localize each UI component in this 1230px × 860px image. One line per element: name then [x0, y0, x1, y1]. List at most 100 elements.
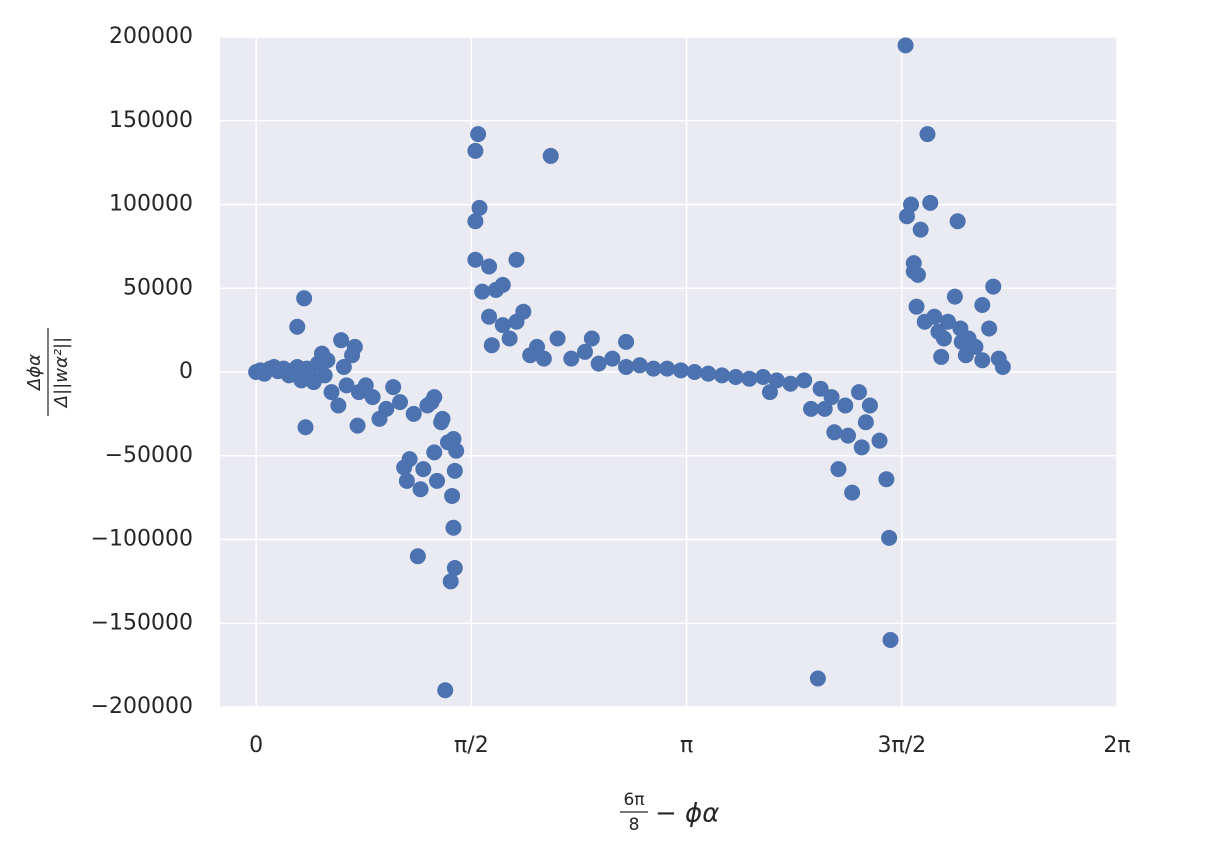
y-label-numerator: Δϕα [24, 354, 45, 392]
point [415, 461, 432, 478]
y-tick-label: 200000 [109, 24, 193, 49]
point [426, 389, 443, 406]
point [871, 432, 888, 449]
point [953, 333, 970, 350]
point [335, 358, 352, 375]
y-axis-label: Δϕα Δ||wα²|| [24, 328, 72, 416]
point [445, 431, 462, 447]
y-label-denominator: Δ||wα²|| [51, 337, 72, 409]
point [985, 278, 1002, 295]
point [974, 352, 991, 369]
point [840, 427, 857, 444]
y-tick-label: 0 [179, 359, 193, 384]
point [812, 380, 829, 397]
point [333, 332, 350, 349]
point [289, 318, 306, 335]
point [967, 338, 984, 355]
point [515, 303, 532, 320]
y-tick-label: −100000 [91, 527, 193, 552]
point [919, 126, 936, 143]
x-label-rest: − ϕα [655, 799, 719, 829]
point [346, 338, 363, 355]
y-tick-label: 100000 [109, 192, 193, 217]
point [994, 358, 1011, 375]
point [844, 484, 861, 501]
point [576, 343, 593, 360]
point [659, 360, 676, 377]
point [618, 358, 635, 375]
point [357, 377, 374, 394]
point [483, 337, 500, 354]
point [878, 471, 895, 488]
point [882, 632, 899, 648]
point [481, 308, 498, 325]
point [392, 394, 409, 411]
y-tick-label: −200000 [91, 694, 193, 719]
point [378, 400, 395, 417]
point [446, 462, 463, 479]
point [364, 389, 381, 406]
y-tick-label: −150000 [91, 610, 193, 635]
x-tick-label: 0 [249, 733, 263, 758]
point [296, 290, 313, 307]
point [481, 258, 498, 275]
point [442, 573, 459, 590]
point [816, 400, 833, 417]
point [830, 461, 847, 478]
point [426, 444, 443, 461]
point [471, 199, 488, 216]
point [796, 372, 813, 389]
point [501, 330, 518, 347]
point [618, 333, 635, 350]
point [297, 419, 314, 436]
x-tick-label: 3π/2 [877, 733, 926, 758]
point [434, 410, 451, 427]
point [467, 142, 484, 159]
point [631, 357, 648, 374]
x-tick-label: π [680, 733, 693, 758]
points [248, 37, 1011, 699]
point [908, 298, 925, 315]
point [768, 372, 785, 389]
point [529, 338, 546, 355]
x-tick-label: π/2 [454, 733, 489, 758]
point [981, 320, 998, 337]
point [727, 369, 744, 386]
point [881, 529, 898, 546]
point [604, 350, 621, 367]
point [837, 397, 854, 414]
point [912, 221, 929, 238]
point [700, 365, 717, 382]
point [645, 360, 662, 377]
point [974, 297, 991, 313]
point [405, 405, 422, 422]
point [494, 317, 511, 334]
point [761, 384, 778, 401]
point [782, 375, 799, 392]
point [926, 308, 943, 325]
y-tick-label: 50000 [123, 275, 193, 300]
point [861, 397, 878, 414]
point [853, 439, 870, 456]
point [946, 288, 963, 305]
point [535, 350, 552, 367]
point [467, 213, 484, 230]
point [323, 384, 340, 401]
point [429, 472, 446, 489]
point [444, 487, 461, 504]
point [494, 276, 511, 293]
point [935, 330, 952, 347]
point [409, 548, 426, 565]
point [741, 370, 758, 387]
point [549, 330, 566, 347]
point [398, 472, 415, 489]
point [316, 367, 333, 384]
point [909, 266, 926, 283]
point [686, 364, 703, 380]
point [897, 37, 914, 54]
point [349, 417, 366, 434]
point [445, 519, 462, 536]
x-tick-label: 2π [1103, 733, 1130, 758]
point [826, 424, 843, 441]
